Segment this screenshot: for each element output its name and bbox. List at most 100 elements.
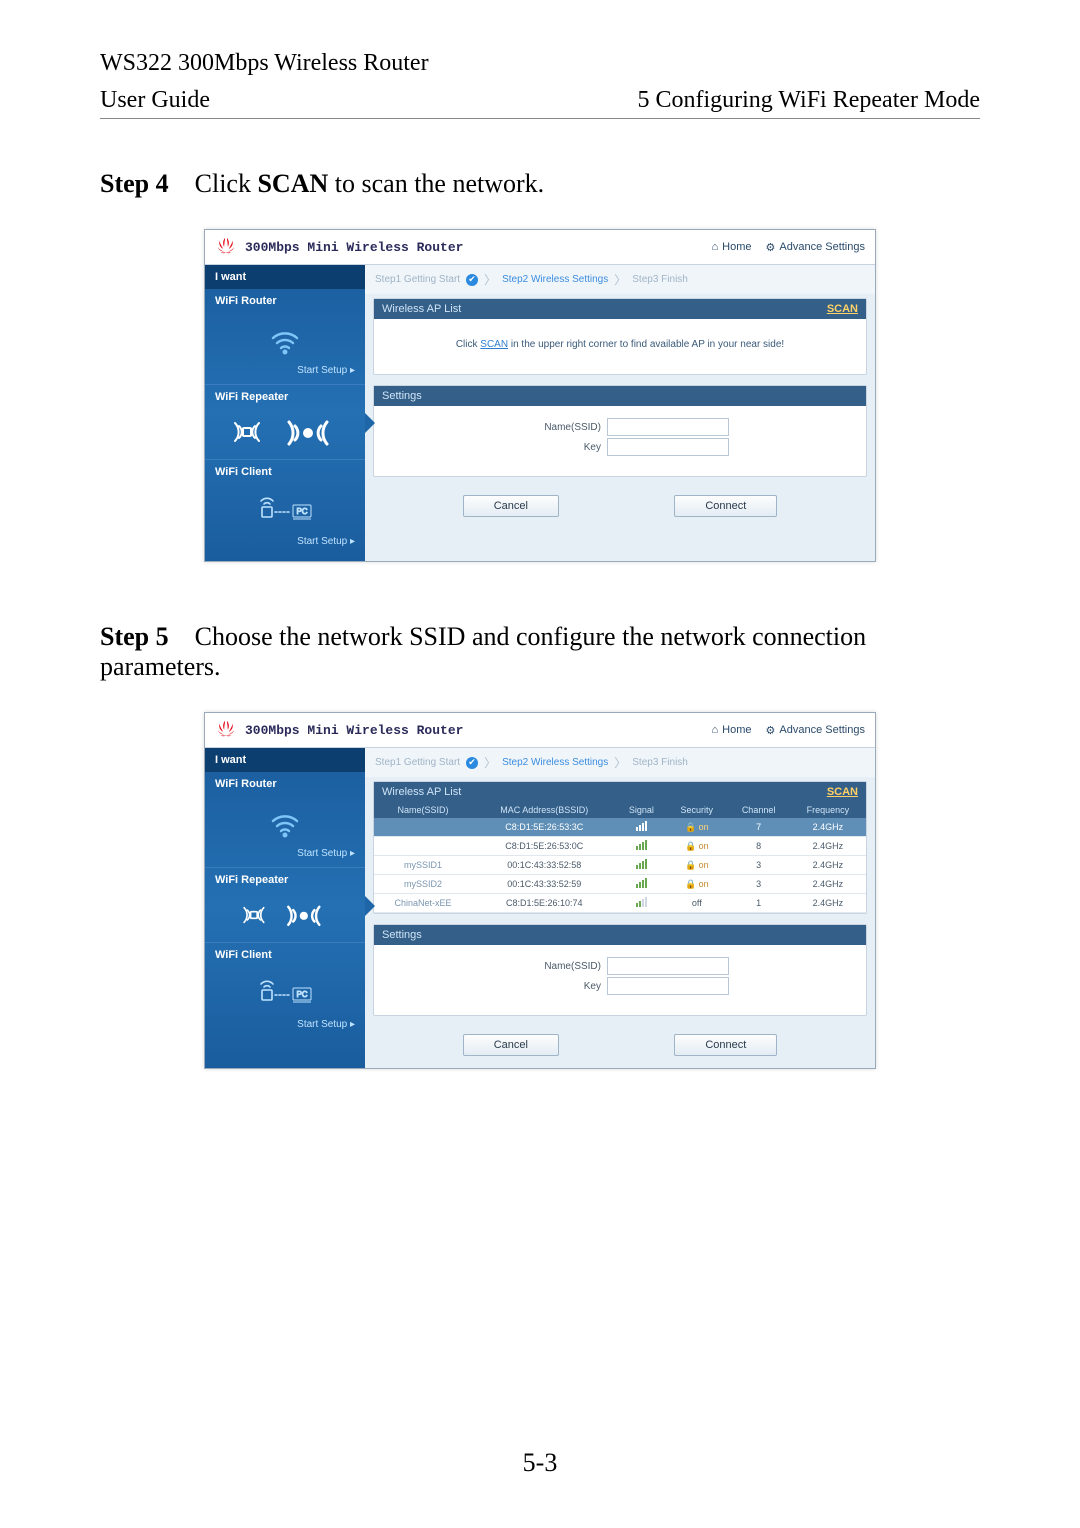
scan-button[interactable]: SCAN (827, 303, 858, 315)
hint-post: in the upper right corner to find availa… (508, 339, 784, 350)
cell-security: 🔒 on (666, 818, 727, 837)
step3-label: Step3 Finish (632, 757, 688, 768)
wifi-repeater-icon (205, 888, 365, 942)
home-label: Home (722, 241, 751, 253)
sidebar-wifi-repeater[interactable]: WiFi Repeater (205, 868, 365, 943)
table-row[interactable]: ChinaNet-xEEC8:D1:5E:26:10:74 off12.4GHz (374, 894, 866, 913)
cell-mac: 00:1C:43:33:52:58 (472, 856, 617, 875)
step5-label: Step 5 (100, 622, 169, 651)
cell-mac: C8:D1:5E:26:10:74 (472, 894, 617, 913)
signal-icon (636, 821, 647, 831)
huawei-logo-icon (215, 236, 237, 258)
step1-label: Step1 Getting Start (375, 757, 460, 768)
sidebar-wifi-client[interactable]: WiFi Client PC (205, 943, 365, 1038)
home-link[interactable]: ⌂ Home (712, 724, 752, 736)
step4-post: to scan the network. (328, 169, 544, 198)
screenshot-step5: 300Mbps Mini Wireless Router ⌂ Home ⚙ Ad… (204, 712, 876, 1069)
sidebar-wifi-client[interactable]: WiFi Client PC (205, 460, 365, 555)
cancel-button[interactable]: Cancel (463, 1034, 559, 1056)
cell-channel: 7 (727, 818, 790, 837)
cell-freq: 2.4GHz (790, 875, 866, 894)
svg-text:PC: PC (296, 507, 307, 516)
connect-button[interactable]: Connect (674, 495, 777, 517)
home-link[interactable]: ⌂ Home (712, 241, 752, 253)
col-security: Security (666, 802, 727, 818)
sidebar: I want WiFi Router Start Setup ▸ WiFi Re… (205, 748, 365, 1068)
caret-icon: 〉 (614, 754, 626, 771)
advance-label: Advance Settings (779, 241, 865, 253)
settings-title: Settings (382, 390, 422, 402)
wifi-router-label: WiFi Router (205, 772, 365, 792)
caret-icon: 〉 (614, 271, 626, 288)
signal-icon (636, 859, 647, 869)
home-label: Home (722, 724, 751, 736)
cell-mac: 00:1C:43:33:52:59 (472, 875, 617, 894)
step4-label: Step 4 (100, 169, 169, 198)
cell-security: off (666, 894, 727, 913)
cell-name: mySSID1 (374, 856, 472, 875)
cell-freq: 2.4GHz (790, 894, 866, 913)
advance-link[interactable]: ⚙ Advance Settings (766, 724, 866, 737)
sidebar-wifi-repeater[interactable]: WiFi Repeater (205, 385, 365, 460)
step2-label: Step2 Wireless Settings (502, 274, 608, 285)
home-icon: ⌂ (712, 724, 719, 736)
cell-signal (617, 875, 667, 894)
ap-list-title: Wireless AP List (382, 786, 461, 798)
check-icon: ✔ (466, 274, 478, 286)
cell-channel: 1 (727, 894, 790, 913)
table-row[interactable]: mySSID100:1C:43:33:52:58🔒 on32.4GHz (374, 856, 866, 875)
settings-title: Settings (382, 929, 422, 941)
ap-list-title: Wireless AP List (382, 303, 461, 315)
cell-name: ChinaNet-xEE (374, 894, 472, 913)
wifi-router-start[interactable]: Start Setup ▸ (205, 363, 365, 385)
step4-bold: SCAN (257, 169, 328, 198)
wifi-router-start[interactable]: Start Setup ▸ (205, 846, 365, 868)
sidebar-wifi-router[interactable]: WiFi Router Start Setup ▸ (205, 772, 365, 868)
key-input[interactable] (607, 977, 729, 995)
doc-title: WS322 300Mbps Wireless Router (100, 50, 980, 77)
wifi-client-label: WiFi Client (205, 460, 365, 480)
cell-name: mySSID2 (374, 875, 472, 894)
settings-panel: Settings Name(SSID) Key (373, 385, 867, 477)
wifi-client-start[interactable]: Start Setup ▸ (205, 534, 365, 555)
hint-pre: Click (456, 339, 480, 350)
wifi-repeater-icon (205, 405, 365, 459)
wifi-repeater-label: WiFi Repeater (205, 385, 365, 405)
gear-icon: ⚙ (766, 241, 776, 254)
table-row[interactable]: C8:D1:5E:26:53:0C🔒 on82.4GHz (374, 837, 866, 856)
steps-bar: Step1 Getting Start ✔ 〉 Step2 Wireless S… (365, 265, 875, 294)
lock-icon: 🔒 on (685, 822, 709, 832)
iwant-header: I want (205, 265, 365, 289)
connect-button[interactable]: Connect (674, 1034, 777, 1056)
cell-freq: 2.4GHz (790, 856, 866, 875)
ssid-input[interactable] (607, 418, 729, 436)
wifi-client-icon: PC (205, 963, 365, 1017)
sidebar-wifi-router[interactable]: WiFi Router Start Setup ▸ (205, 289, 365, 385)
cell-security: 🔒 on (666, 837, 727, 856)
key-input[interactable] (607, 438, 729, 456)
hint-scan-link[interactable]: SCAN (480, 339, 508, 350)
ssid-input[interactable] (607, 957, 729, 975)
ap-table: Name(SSID) MAC Address(BSSID) Signal Sec… (374, 802, 866, 913)
signal-icon (636, 878, 647, 888)
table-row[interactable]: mySSID200:1C:43:33:52:59🔒 on32.4GHz (374, 875, 866, 894)
cancel-button[interactable]: Cancel (463, 495, 559, 517)
cell-signal (617, 894, 667, 913)
wifi-repeater-label: WiFi Repeater (205, 868, 365, 888)
wifi-client-start[interactable]: Start Setup ▸ (205, 1017, 365, 1038)
check-icon: ✔ (466, 757, 478, 769)
key-label: Key (511, 442, 607, 453)
lock-icon: 🔒 on (685, 841, 709, 851)
scan-button[interactable]: SCAN (827, 786, 858, 798)
col-name: Name(SSID) (374, 802, 472, 818)
ap-list-panel: Wireless AP List SCAN Click SCAN in the … (373, 298, 867, 375)
table-row[interactable]: C8:D1:5E:26:53:3C🔒 on72.4GHz (374, 818, 866, 837)
step2-label: Step2 Wireless Settings (502, 757, 608, 768)
advance-label: Advance Settings (779, 724, 865, 736)
wifi-router-icon (205, 792, 365, 846)
lock-icon: 🔒 on (685, 860, 709, 870)
advance-link[interactable]: ⚙ Advance Settings (766, 241, 866, 254)
router-title: 300Mbps Mini Wireless Router (245, 240, 698, 255)
caret-icon: 〉 (484, 271, 496, 288)
sidebar: I want WiFi Router Start Setup ▸ WiFi Re… (205, 265, 365, 561)
